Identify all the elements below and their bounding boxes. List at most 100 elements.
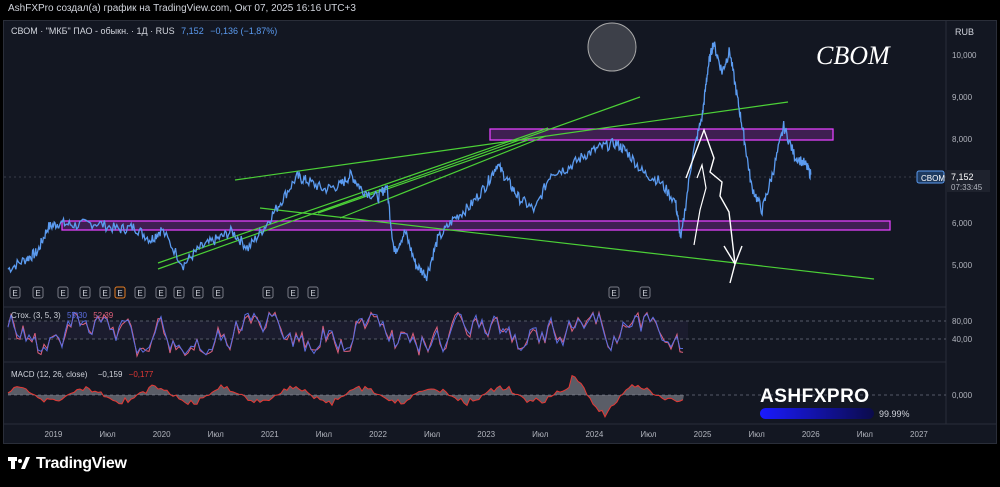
stoch-band [8, 321, 688, 339]
price-tag-countdown: 07:33:45 [951, 183, 983, 192]
time-tick-label: 2020 [153, 430, 171, 439]
earnings-marker-label: E [642, 289, 647, 298]
time-tick-label: Июл [99, 430, 116, 439]
legend-change: −0,136 (−1,87%) [210, 26, 277, 36]
legend-last: 7,152 [181, 26, 204, 36]
stoch-tick-label: 40,00 [952, 335, 973, 344]
time-tick-label: 2025 [694, 430, 712, 439]
brand-percent: 99.99% [879, 409, 910, 419]
earnings-marker-label: E [35, 289, 40, 298]
time-tick-label: 2026 [802, 430, 820, 439]
earnings-marker[interactable]: E [287, 286, 299, 299]
projection-path[interactable] [693, 162, 707, 246]
brand-name: ASHFXPRO [760, 386, 870, 407]
price-tag-box [946, 170, 990, 192]
price-tick-label: 6,000 [952, 219, 973, 228]
time-tick-label: Июл [640, 430, 657, 439]
earnings-marker-label: E [60, 289, 65, 298]
earnings-marker[interactable]: E [79, 286, 91, 299]
stoch-tick-label: 80,00 [952, 317, 973, 326]
earnings-marker-box[interactable] [262, 286, 274, 299]
earnings-marker-box[interactable] [99, 286, 111, 299]
currency-label: RUB [955, 27, 974, 37]
earnings-marker-box[interactable] [173, 286, 185, 299]
stoch-k-line[interactable] [7, 312, 684, 356]
earnings-marker-label: E [310, 289, 315, 298]
trendline[interactable] [339, 135, 547, 219]
earnings-marker[interactable]: E [99, 286, 111, 299]
projection-path[interactable] [685, 127, 736, 284]
earnings-marker-box[interactable] [307, 286, 319, 299]
macd-label: MACD (12, 26, close) [11, 370, 88, 379]
stoch-k: 55,30 [67, 311, 88, 320]
peak-highlight-circle[interactable] [587, 22, 637, 72]
earnings-marker-label: E [12, 289, 17, 298]
earnings-marker-label: E [195, 289, 200, 298]
earnings-marker-box[interactable] [57, 286, 69, 299]
earnings-marker-box[interactable] [155, 286, 167, 299]
macd-signal: −0,177 [129, 370, 154, 379]
price-tick-label: 8,000 [952, 135, 973, 144]
tradingview-footer[interactable]: TradingView [8, 455, 127, 473]
projection-arrowhead[interactable] [723, 245, 743, 266]
time-tick-label: 2027 [910, 430, 928, 439]
earnings-marker[interactable]: E [57, 286, 69, 299]
price-tag-value: 7,152 [951, 172, 974, 182]
earnings-marker[interactable]: E [262, 286, 274, 299]
macd-value: −0,159 [98, 370, 123, 379]
earnings-marker-label: E [176, 289, 181, 298]
chart-caption: AshFXPro создал(а) график на TradingView… [8, 3, 356, 14]
legend-symbol: СВОМ · "МКБ" ПАО - обыкн. · 1Д · RUS 7,1… [11, 26, 277, 36]
earnings-marker[interactable]: E [307, 286, 319, 299]
earnings-marker[interactable]: E [32, 286, 44, 299]
trendline[interactable] [157, 127, 549, 264]
earnings-marker-label: E [137, 289, 142, 298]
ticker-watermark: CBOM [816, 41, 891, 70]
earnings-marker-label: E [82, 289, 87, 298]
macd-tick-label: 0,000 [952, 391, 973, 400]
resistance-zone[interactable] [489, 128, 834, 141]
tradingview-logo-text: TradingView [36, 455, 127, 472]
earnings-marker[interactable]: E [608, 286, 620, 299]
earnings-marker-box[interactable] [192, 286, 204, 299]
time-tick-label: 2021 [261, 430, 279, 439]
stoch-legend: Стох. (3, 5, 3) 55,30 52,39 [11, 311, 114, 320]
time-tick-label: Июл [424, 430, 441, 439]
macd-histogram-area [8, 375, 684, 417]
macd-signal-line[interactable] [7, 374, 684, 419]
trendline[interactable] [259, 207, 875, 280]
earnings-marker-label: E [215, 289, 220, 298]
earnings-marker-box[interactable] [32, 286, 44, 299]
earnings-marker[interactable]: E [639, 286, 651, 299]
price-series-line[interactable] [7, 41, 812, 282]
trendline[interactable] [317, 139, 529, 214]
earnings-marker-box[interactable] [287, 286, 299, 299]
macd-legend: MACD (12, 26, close) −0,159 −0,177 [11, 370, 154, 379]
earnings-marker[interactable]: E [173, 286, 185, 299]
price-tick-label: 10,000 [952, 51, 977, 60]
earnings-marker[interactable]: E [192, 286, 204, 299]
earnings-marker[interactable]: E [9, 286, 21, 299]
earnings-marker[interactable]: E [134, 286, 146, 299]
earnings-marker-label: E [290, 289, 295, 298]
earnings-marker-box[interactable] [114, 286, 126, 299]
earnings-marker-box[interactable] [79, 286, 91, 299]
earnings-marker-box[interactable] [134, 286, 146, 299]
earnings-marker-box[interactable] [212, 286, 224, 299]
earnings-marker-box[interactable] [639, 286, 651, 299]
support-zone[interactable] [61, 220, 891, 231]
time-tick-label: Июл [208, 430, 225, 439]
earnings-marker-box[interactable] [9, 286, 21, 299]
earnings-marker[interactable]: E [155, 286, 167, 299]
chart-frame[interactable] [3, 20, 997, 444]
stoch-label: Стох. (3, 5, 3) [11, 311, 61, 320]
earnings-marker[interactable]: E [212, 286, 224, 299]
stoch-d-line[interactable] [7, 310, 684, 358]
time-tick-label: Июл [316, 430, 333, 439]
price-tick-label: 5,000 [952, 261, 973, 270]
earnings-marker-box[interactable] [608, 286, 620, 299]
legend-name: СВОМ · "МКБ" ПАО - обыкн. · 1Д · RUS [11, 26, 175, 36]
earnings-marker[interactable]: E [114, 286, 126, 299]
stoch-d: 52,39 [93, 311, 114, 320]
